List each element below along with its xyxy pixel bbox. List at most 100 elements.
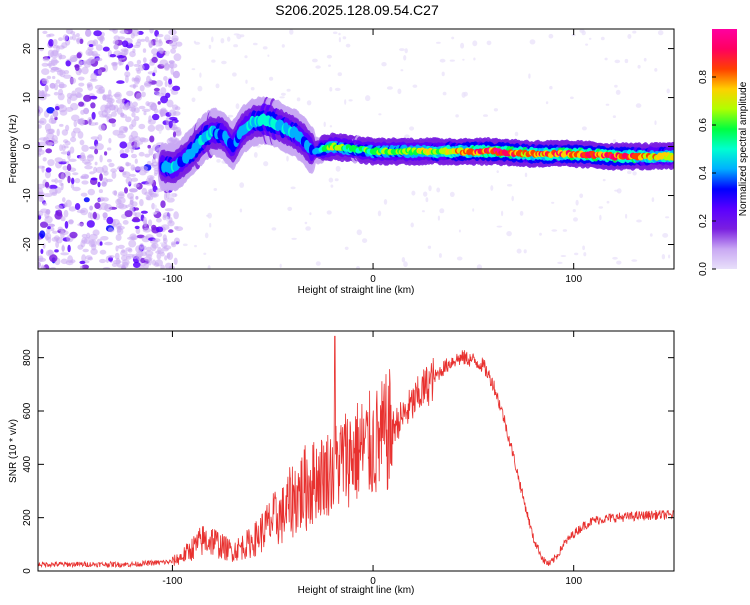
spectral-noise-blob bbox=[404, 48, 408, 54]
spectral-noise-blob bbox=[131, 112, 136, 118]
spectral-noise-blob bbox=[54, 178, 58, 184]
spectral-noise-blob bbox=[168, 109, 177, 117]
spectral-noise-blob bbox=[65, 107, 74, 112]
spectral-noise-blob bbox=[175, 41, 183, 47]
spectral-noise-blob bbox=[100, 236, 109, 241]
spectral-noise-blob bbox=[155, 80, 163, 87]
spectral-noise-blob bbox=[76, 38, 81, 45]
spectral-noise-blob bbox=[169, 62, 174, 69]
spectral-noise-blob bbox=[312, 58, 318, 63]
spectral-noise-blob bbox=[150, 192, 159, 198]
spectral-noise-blob bbox=[323, 121, 326, 128]
spectral-noise-blob bbox=[111, 171, 117, 179]
spectral-noise-blob bbox=[109, 29, 116, 32]
spectral-noise-blob bbox=[132, 216, 140, 222]
spectral-noise-blob bbox=[328, 64, 331, 67]
spectral-noise-blob bbox=[135, 195, 139, 200]
spectral-noise-blob bbox=[80, 192, 88, 197]
snr-frame bbox=[37, 330, 675, 572]
spectral-noise-blob bbox=[582, 245, 585, 251]
spectral-noise-blob bbox=[38, 124, 42, 129]
spectral-noise-blob bbox=[149, 135, 155, 143]
spectral-noise-blob bbox=[153, 66, 157, 73]
spectral-noise-blob bbox=[514, 131, 519, 137]
spectral-noise-blob bbox=[203, 252, 207, 255]
spectral-noise-blob bbox=[47, 159, 55, 167]
snr-panel: -100 0 100 0 200 400 600 800 Height of straigh… bbox=[8, 330, 675, 596]
spectrogram-y-label: Frequency (Hz) bbox=[8, 115, 19, 184]
spectral-noise-blob bbox=[79, 260, 86, 265]
spectral-noise-blob bbox=[139, 85, 145, 92]
spectral-noise-blob bbox=[80, 109, 85, 115]
spectral-noise-blob bbox=[168, 40, 178, 47]
spectral-noise-blob bbox=[528, 73, 531, 79]
spectral-noise-blob bbox=[55, 79, 61, 84]
spectral-noise-blob bbox=[168, 229, 174, 233]
spectral-noise-blob bbox=[102, 46, 110, 52]
spectral-noise-blob bbox=[130, 130, 139, 139]
spectral-noise-blob bbox=[152, 72, 156, 77]
colorbar-tick-label: 0.4 bbox=[698, 166, 709, 180]
spectral-noise-blob bbox=[50, 227, 55, 232]
spectral-noise-blob bbox=[165, 92, 171, 99]
spectral-noise-blob bbox=[74, 203, 81, 210]
spectral-noise-blob bbox=[125, 116, 132, 123]
spectral-noise-blob bbox=[191, 68, 196, 71]
spectral-noise-blob bbox=[625, 213, 628, 219]
spectral-noise-blob bbox=[122, 220, 129, 225]
spectral-noise-blob bbox=[164, 80, 168, 88]
spectral-noise-blob bbox=[116, 227, 124, 236]
spectral-noise-blob bbox=[38, 255, 44, 262]
spectral-noise-blob bbox=[104, 203, 113, 212]
spectral-noise-blob bbox=[140, 38, 146, 42]
x-tick-label: 100 bbox=[565, 576, 582, 587]
spectral-noise-blob bbox=[127, 236, 136, 240]
spectral-noise-blob bbox=[41, 165, 45, 173]
spectral-noise-blob bbox=[57, 92, 65, 101]
spectral-noise-blob bbox=[121, 49, 128, 57]
spectral-noise-blob bbox=[101, 197, 109, 202]
spectral-noise-blob bbox=[129, 188, 138, 193]
y-tick-label: -10 bbox=[22, 188, 33, 203]
spectral-noise-blob bbox=[111, 122, 116, 127]
spectral-noise-blob bbox=[122, 40, 129, 48]
spectral-noise-blob bbox=[124, 210, 133, 218]
spectral-noise-blob bbox=[157, 33, 164, 38]
spectral-noise-blob bbox=[70, 56, 78, 63]
spectral-noise-blob bbox=[164, 53, 170, 57]
spectral-noise-blob bbox=[81, 264, 89, 269]
spectral-noise-blob bbox=[143, 262, 149, 269]
figure-title: S206.2025.128.09.54.C27 bbox=[275, 2, 439, 18]
spectral-noise-blob bbox=[96, 88, 105, 95]
spectral-noise-blob bbox=[627, 170, 632, 175]
spectral-noise-blob bbox=[519, 210, 524, 216]
spectral-noise-blob bbox=[84, 165, 93, 170]
spectral-noise-blob bbox=[397, 88, 402, 95]
spectral-noise-blob bbox=[442, 91, 447, 96]
spectral-noise-blob bbox=[124, 187, 128, 194]
spectral-noise-blob bbox=[116, 107, 123, 115]
spectral-noise-blob bbox=[104, 106, 111, 114]
spectral-noise-blob bbox=[46, 75, 52, 80]
spectral-noise-blob bbox=[138, 105, 146, 110]
spectral-noise-blob bbox=[235, 103, 240, 110]
spectral-noise-blob bbox=[131, 119, 137, 128]
spectral-noise-blob bbox=[50, 69, 56, 73]
spectral-noise-blob bbox=[40, 197, 45, 202]
spectral-noise-blob bbox=[108, 118, 117, 124]
spectral-noise-blob bbox=[78, 117, 86, 126]
spectral-noise-blob bbox=[94, 148, 99, 155]
spectral-noise-blob bbox=[108, 227, 114, 233]
spectral-noise-blob bbox=[572, 209, 576, 213]
spectral-noise-blob bbox=[47, 226, 51, 230]
spectral-noise-blob bbox=[119, 141, 128, 149]
spectral-noise-blob bbox=[156, 92, 165, 97]
x-tick-label: 100 bbox=[565, 274, 582, 285]
spectral-noise-blob bbox=[38, 261, 41, 268]
spectral-noise-blob bbox=[42, 57, 50, 62]
spectral-noise-blob bbox=[102, 177, 108, 185]
spectral-noise-blob bbox=[43, 93, 51, 97]
spectral-noise-blob bbox=[78, 82, 85, 87]
spectral-noise-blob bbox=[441, 71, 445, 77]
spectral-noise-blob bbox=[40, 248, 44, 254]
